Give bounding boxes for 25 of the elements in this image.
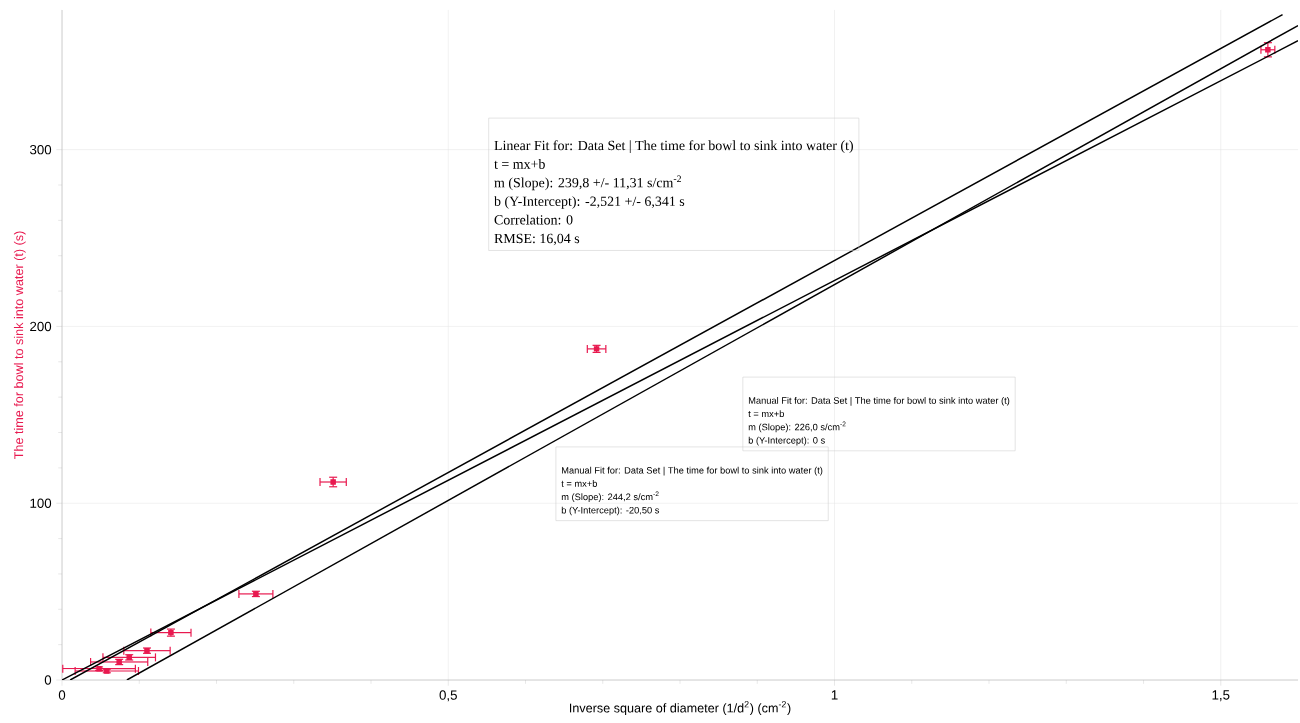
y-tick-label: 0 xyxy=(44,675,52,685)
annotation: m (Slope): 244,2 s/cm$^{-2}$ xyxy=(561,491,659,503)
annotation: b (Y-Intercept): 0 s xyxy=(748,436,825,446)
x-tick-label: 1 xyxy=(831,690,838,700)
annotation: t = mx+b xyxy=(561,480,598,487)
point xyxy=(1265,47,1271,53)
annotation: b (Y-Intercept): -20,50 s xyxy=(561,506,660,516)
y-tick-label: 300 xyxy=(29,144,52,155)
x-axis-title: Inverse square of diameter (1/d$^{2}$) (cm$^{-2}$) xyxy=(569,701,791,715)
annotation: b (Y-Intercept): -2,521 +/- 6,341 s xyxy=(494,196,685,209)
annotation: m (Slope): 239,8 +/- 11,31 s/cm$^{-2}$ xyxy=(494,175,681,191)
annotation: Correlation: 0 xyxy=(494,214,573,225)
x-tick-label: 0,5 xyxy=(439,690,457,702)
annotation: t = mx+b xyxy=(494,158,545,169)
annotation: Manual Fit for: Data Set | The time for bowl to sink into water (t) xyxy=(748,396,1010,406)
x-tick-label: 1,5 xyxy=(1212,690,1230,702)
annotation: RMSE: 16,04 s xyxy=(494,233,580,246)
x-tick-label: 0 xyxy=(58,690,66,700)
annotation: Linear Fit for: Data Set | The time for bowl to sink into water (t) xyxy=(494,140,853,154)
y-tick-label: 200 xyxy=(30,321,52,332)
annotation: t = mx+b xyxy=(748,410,784,418)
y-tick-label: 100 xyxy=(30,498,52,508)
annotation: m (Slope): 226,0 s/cm$^{-2}$ xyxy=(748,421,846,433)
annotation: Manual Fit for: Data Set | The time for bowl to sink into water (t) xyxy=(562,466,823,476)
y-axis-title: The time for bowl to sink into water (t) (s) xyxy=(13,231,26,460)
